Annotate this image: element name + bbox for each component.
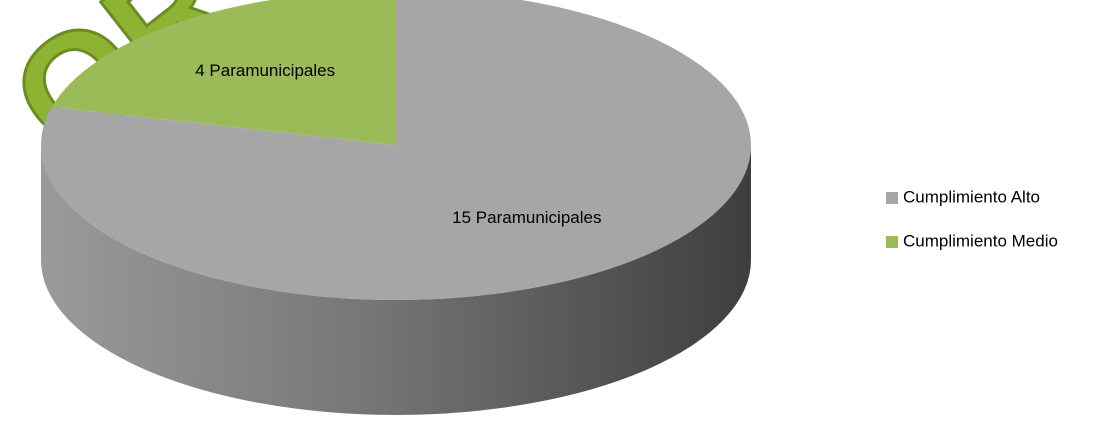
pie: 15 Paramunicipales 4 Paramunicipales [41,0,751,415]
pie-slice [41,0,751,300]
data-label: 15 Paramunicipales [452,208,601,227]
legend-swatch [886,236,898,248]
legend-label: Cumplimiento Alto [903,187,1040,206]
legend-swatch [886,192,898,204]
data-label: 4 Paramunicipales [195,61,335,80]
pie-slice [51,0,396,145]
legend: Cumplimiento Alto Cumplimiento Medio [886,187,1058,250]
pie-side [41,145,751,415]
legend-label: Cumplimiento Medio [903,231,1058,250]
